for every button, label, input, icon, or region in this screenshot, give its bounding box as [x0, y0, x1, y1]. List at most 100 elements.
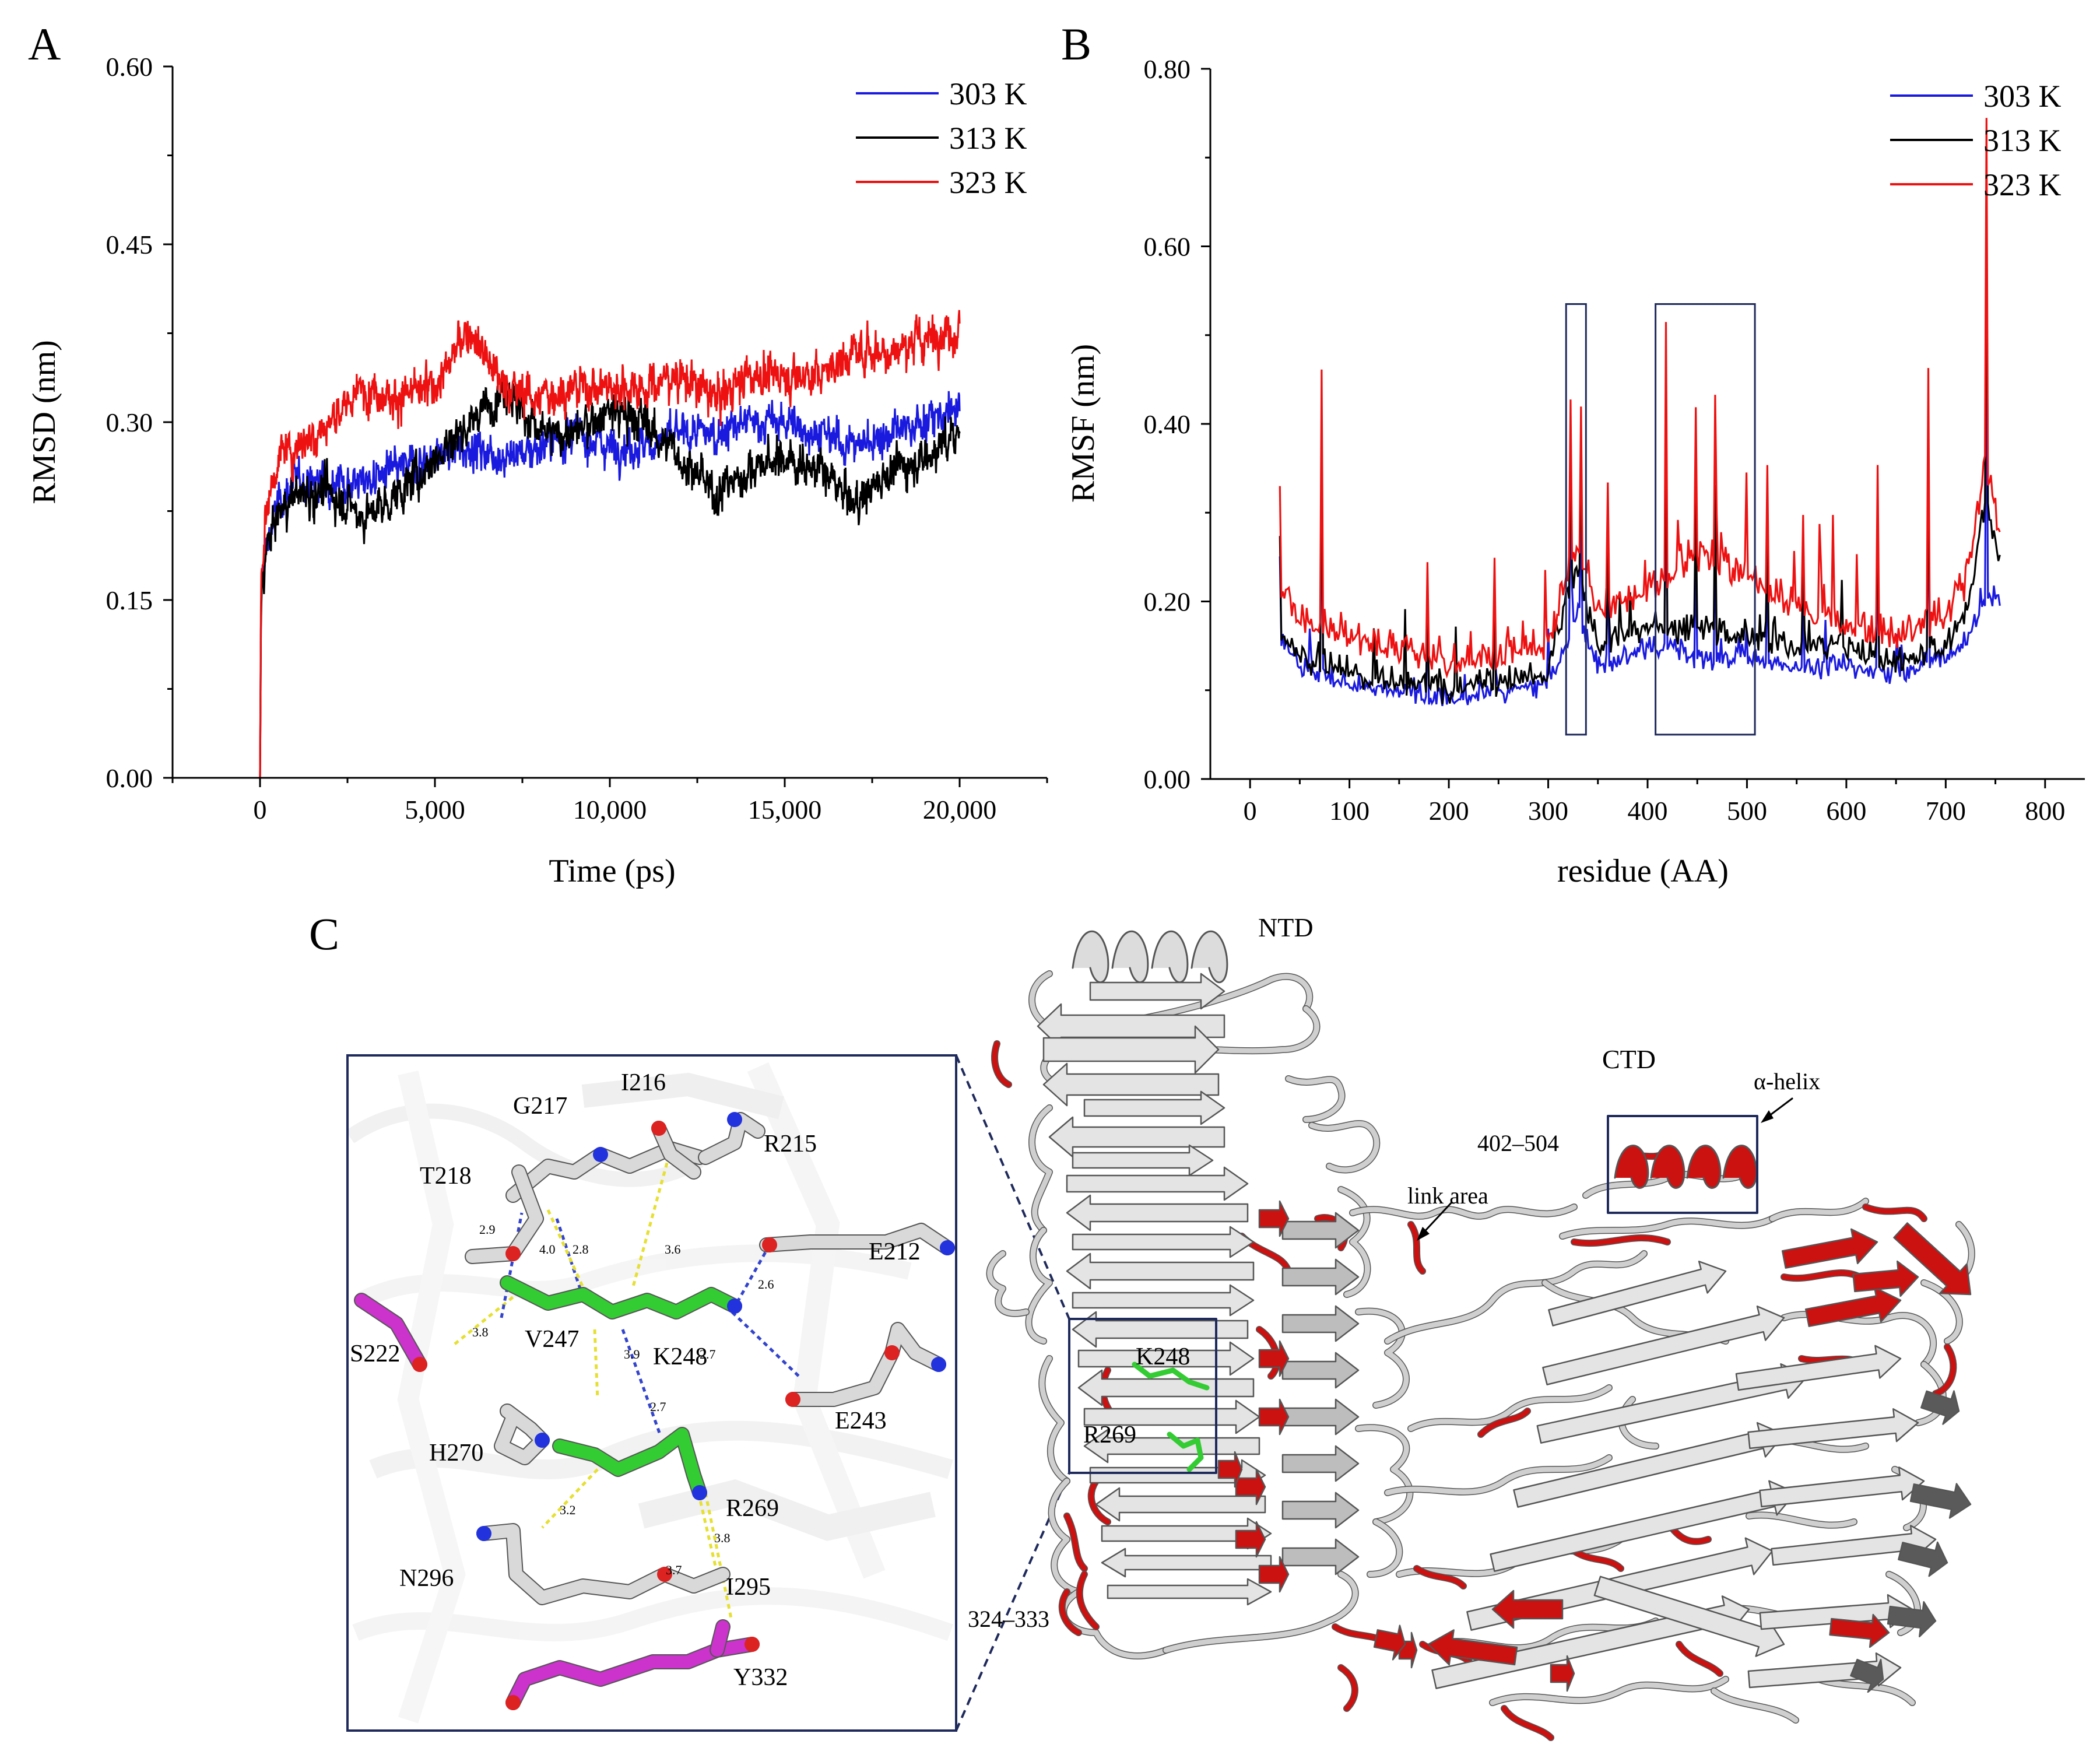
beta-strand [1550, 1655, 1575, 1692]
interaction-dash [541, 1468, 599, 1529]
distance-label: 3.8 [472, 1325, 489, 1339]
coil [1385, 1455, 1612, 1496]
rmsf-legend: 303 K 313 K 323 K [1890, 79, 2062, 202]
rmsd-y-tick-label: 0.60 [106, 52, 153, 82]
rmsf-legend-label: 303 K [1983, 79, 2062, 114]
interaction-dash [454, 1287, 525, 1345]
protein-r269-stick [1167, 1431, 1204, 1472]
label-range-ntd: 324–333 [968, 1606, 1049, 1632]
ctd-helix-turn [1614, 1145, 1649, 1189]
residue-stick [466, 1166, 543, 1263]
beta-strand [1072, 1284, 1255, 1317]
rmsd-legend-label: 303 K [949, 76, 1027, 111]
beta-strand [1373, 1624, 1406, 1661]
coil [1933, 1344, 1956, 1396]
binding-site-inset: G217 I216 R215 T218 E212 S222 V247 K248 E243 H270… [346, 1054, 957, 1732]
rmsf-highlight-boxes [1565, 303, 1756, 736]
rmsd-legend: 303 K 313 K 323 K [856, 76, 1027, 200]
rmsd-y-label: RMSD (nm) [26, 340, 62, 504]
rmsf-x-tick-label: 100 [1329, 796, 1369, 826]
beta-strand [1217, 1451, 1243, 1488]
beta-strand [1281, 1398, 1360, 1436]
coil [1560, 1216, 1775, 1239]
rmsd-y-tick-label: 0.00 [106, 763, 153, 793]
beta-strand [1281, 1212, 1360, 1249]
rmsf-y-tick-label: 0.20 [1144, 587, 1191, 617]
residue-stick [760, 1224, 954, 1254]
atom-cap [745, 1637, 760, 1652]
ntd-helix-turn [1072, 930, 1109, 983]
rmsf-y-tick-label: 0.40 [1144, 409, 1191, 439]
rmsd-y-tick-label: 0.30 [106, 408, 153, 437]
ctd-helix-box [1607, 1115, 1758, 1214]
coil [1338, 1187, 1370, 1297]
rmsd-line-323k [259, 310, 961, 778]
coil [1029, 1105, 1052, 1233]
beta-strand [1281, 1258, 1360, 1296]
coil [1921, 1280, 1962, 1344]
beta-strand [1427, 1629, 1518, 1666]
beta-strand [1258, 1398, 1290, 1436]
beta-strand [1281, 1538, 1360, 1575]
label-r269: R269 [1083, 1422, 1136, 1448]
beta-strand [1083, 1090, 1225, 1125]
beta-strand [1042, 1025, 1220, 1074]
rmsf-x-tick-label: 400 [1628, 796, 1668, 826]
rmsf-series-group [1279, 118, 2001, 707]
beta-strand [1258, 1556, 1290, 1593]
beta-strand [1048, 1116, 1225, 1158]
beta-strand [1235, 1521, 1266, 1558]
rmsf-x-tick-label: 300 [1528, 796, 1568, 826]
rmsf-line-323k [1279, 118, 2001, 679]
rmsf-x-tick-label: 500 [1727, 796, 1767, 826]
coil [1355, 1308, 1409, 1408]
interaction-dash [593, 1329, 599, 1400]
rmsd-x-tick-label: 15,000 [748, 795, 822, 824]
coil [1077, 1571, 1099, 1630]
coil [1350, 1204, 1577, 1219]
beta-strand [1491, 1589, 1564, 1629]
residue-stick [355, 1294, 426, 1371]
residue-label-s222: S222 [350, 1341, 400, 1367]
beta-strand [1490, 1480, 1797, 1572]
beta-strand [1920, 1390, 1960, 1425]
beta-strand [1909, 1483, 1972, 1519]
rmsd-y-tick-label: 0.15 [106, 585, 153, 615]
residue-stick [711, 1620, 729, 1657]
distance-label: 3.6 [665, 1242, 681, 1257]
interaction-dash [734, 1244, 771, 1306]
beta-strand [1548, 1261, 1727, 1327]
residue-label-g217: G217 [513, 1093, 567, 1120]
residue-label-e243: E243 [835, 1408, 887, 1434]
ntd-helix-turn [1111, 930, 1149, 983]
residue-stick [553, 1428, 706, 1499]
coil [1049, 1478, 1081, 1595]
residue-stick [501, 1276, 741, 1318]
coil [1501, 1706, 1554, 1741]
beta-strand [1735, 1345, 1902, 1391]
coil [1039, 1356, 1070, 1484]
interaction-dash [621, 1329, 662, 1435]
panel-label-a: A [28, 19, 61, 69]
rmsf-y-tick-label: 0.60 [1144, 232, 1191, 262]
residue-label-h270: H270 [429, 1440, 483, 1466]
distance-label: 2.9 [479, 1222, 496, 1237]
zoom-connector-bottom [955, 1472, 1070, 1731]
coil [1029, 971, 1312, 1030]
coil [1781, 1270, 1863, 1281]
beta-strand [1072, 1226, 1255, 1258]
rmsd-x-tick-label: 5,000 [405, 795, 465, 824]
coil [1863, 1204, 1927, 1222]
rmsf-line-313k [1279, 205, 2001, 705]
beta-strand [1593, 1575, 1785, 1657]
beta-strand [1066, 1252, 1255, 1290]
ctd-helix-turn [1650, 1145, 1685, 1189]
residue-label-i295: I295 [726, 1574, 771, 1601]
residue-label-k248: K248 [653, 1343, 707, 1370]
atom-cap [940, 1240, 955, 1255]
rmsd-x-tick-label: 10,000 [573, 795, 647, 824]
distance-label: 3.7 [666, 1563, 682, 1577]
rmsd-x-tick-label: 0 [254, 795, 267, 824]
beta-strand [1077, 1341, 1255, 1376]
beta-strand [1887, 1601, 1937, 1638]
